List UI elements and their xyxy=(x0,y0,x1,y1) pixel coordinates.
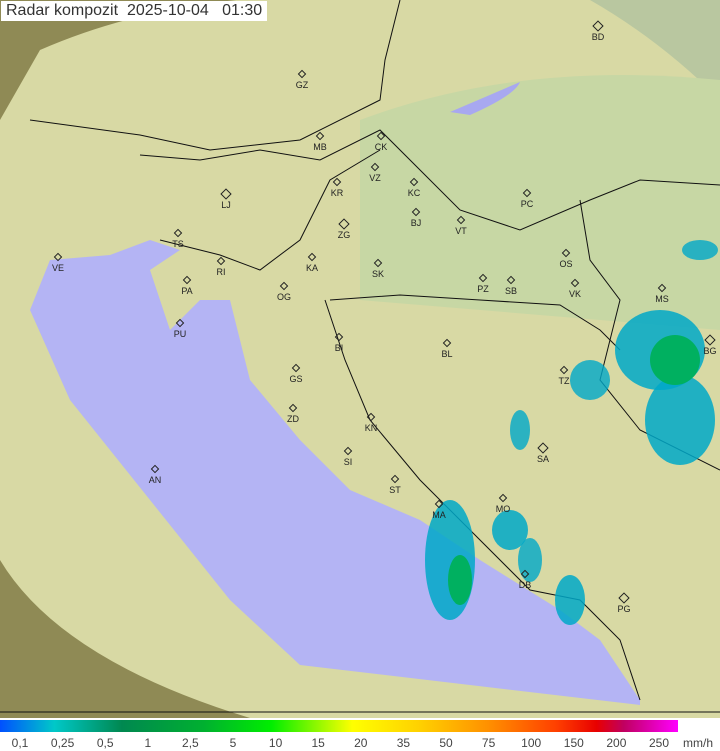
legend-tick: 1 xyxy=(144,736,152,750)
city-label: VK xyxy=(568,289,582,299)
city-label: MO xyxy=(495,504,511,514)
legend-tick: 200 xyxy=(606,736,627,750)
city-label: PA xyxy=(181,286,193,296)
plain-area xyxy=(590,0,720,100)
city-label: KC xyxy=(407,188,421,198)
precipitation-echoes xyxy=(425,240,718,625)
legend-tick: 150 xyxy=(563,736,584,750)
city-label: BJ xyxy=(410,218,422,228)
legend-tick: 2,5 xyxy=(182,736,199,750)
city-label: BI xyxy=(334,343,344,353)
city-label: GS xyxy=(289,374,303,384)
city-label: VT xyxy=(455,226,467,236)
legend-unit: mm/h xyxy=(683,736,713,750)
city-label: KA xyxy=(305,263,319,273)
precipitation-legend-bar xyxy=(0,720,678,732)
legend-tick: 5 xyxy=(229,736,237,750)
city-label: GZ xyxy=(295,80,309,90)
city-label: ZG xyxy=(337,230,351,240)
city-label: AN xyxy=(148,475,162,485)
city-label: MS xyxy=(655,294,669,304)
legend-tick: 35 xyxy=(396,736,411,750)
city-label: VE xyxy=(51,263,65,273)
city-label: BL xyxy=(441,349,453,359)
legend-tick: 0,1 xyxy=(11,736,29,750)
city-label: BD xyxy=(591,32,605,42)
city-label: MB xyxy=(313,142,327,152)
city-label: TS xyxy=(172,239,184,249)
city-label: SK xyxy=(371,269,385,279)
pannonian-plain xyxy=(360,75,720,330)
legend-tick: 75 xyxy=(481,736,496,750)
city-label: TZ xyxy=(558,376,570,386)
legend-tick: 20 xyxy=(354,736,368,750)
legend-tick: 250 xyxy=(648,736,670,750)
city-label: BG xyxy=(703,346,717,356)
city-label: PZ xyxy=(477,284,489,294)
city-label: ZD xyxy=(287,414,299,424)
legend-tick: 15 xyxy=(311,736,325,750)
city-label: PU xyxy=(173,329,187,339)
city-label: SB xyxy=(504,286,518,296)
legend-tick: 10 xyxy=(268,736,283,750)
adriatic-sea xyxy=(30,240,640,705)
map-title: Radar kompozit 2025-10-04 01:30 xyxy=(1,1,268,21)
city-label: PC xyxy=(520,199,534,209)
city-label: VZ xyxy=(369,173,381,183)
city-label: KR xyxy=(330,188,344,198)
city-label: SA xyxy=(536,454,550,464)
city-label: OG xyxy=(276,292,292,302)
city-label: SI xyxy=(343,457,353,467)
city-label: PG xyxy=(617,604,631,614)
legend-tick: 100 xyxy=(521,736,542,750)
city-label: MA xyxy=(432,510,446,520)
city-label: ST xyxy=(389,485,401,495)
city-label: LJ xyxy=(221,200,231,210)
lake-balaton xyxy=(450,82,520,115)
city-label: DB xyxy=(518,580,532,590)
city-label: KN xyxy=(364,423,378,433)
legend-tick: 50 xyxy=(439,736,453,750)
legend-tick: 0,5 xyxy=(96,736,114,750)
city-label: CK xyxy=(374,142,388,152)
map-canvas[interactable] xyxy=(0,0,720,718)
city-label: RI xyxy=(216,267,226,277)
city-label: OS xyxy=(559,259,573,269)
legend-tick: 0,25 xyxy=(50,736,75,750)
